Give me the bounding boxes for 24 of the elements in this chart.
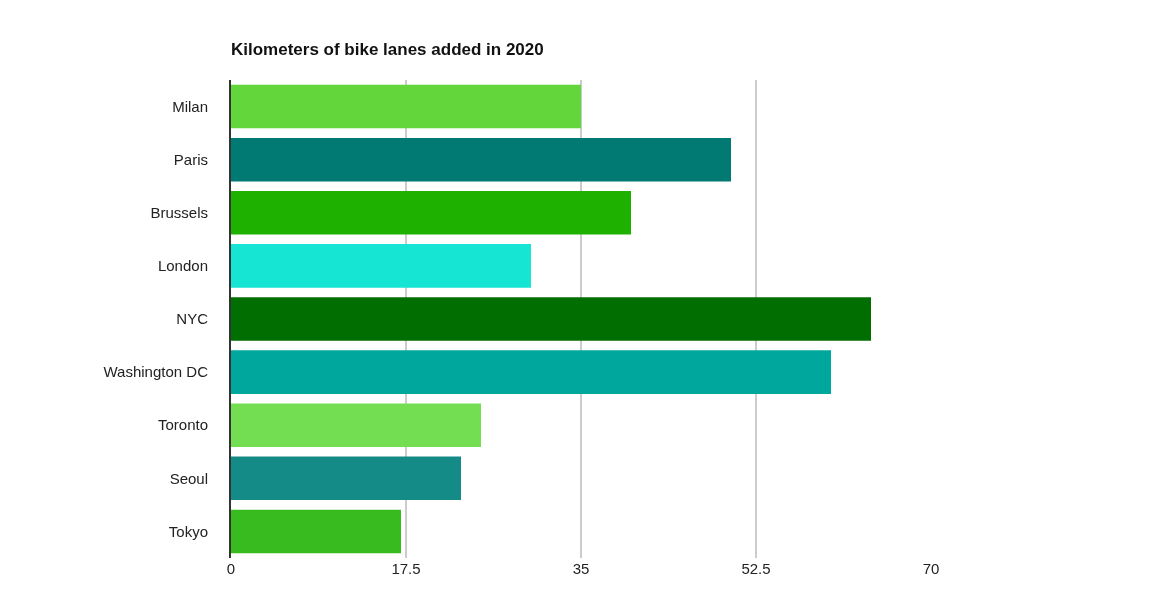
y-tick-label: Washington DC bbox=[103, 363, 209, 381]
x-tick-label: 52.5 bbox=[741, 560, 771, 577]
y-tick-label: NYC bbox=[176, 310, 209, 328]
bar bbox=[231, 297, 871, 341]
bar bbox=[231, 84, 581, 129]
bar bbox=[231, 509, 401, 554]
y-tick-label: Toronto bbox=[157, 416, 208, 434]
y-tick-label: Tokyo bbox=[168, 522, 208, 540]
y-tick-label: Paris bbox=[173, 150, 208, 168]
bar bbox=[231, 403, 481, 447]
y-tick-label: London bbox=[157, 257, 208, 275]
y-tick-label: Milan bbox=[172, 97, 208, 115]
y-tick-label: Brussels bbox=[150, 204, 208, 222]
x-tick-label: 35 bbox=[572, 560, 590, 577]
chart-title: Kilometers of bike lanes added in 2020 bbox=[231, 39, 544, 59]
bar bbox=[231, 456, 461, 501]
bar bbox=[231, 137, 731, 182]
bar bbox=[231, 350, 831, 394]
x-tick-label: 70 bbox=[922, 560, 940, 577]
bar bbox=[231, 244, 531, 288]
y-tick-label: Seoul bbox=[169, 469, 208, 487]
bar bbox=[231, 191, 631, 235]
x-tick-label: 17.5 bbox=[391, 560, 421, 577]
x-tick-label: 0 bbox=[226, 560, 236, 577]
